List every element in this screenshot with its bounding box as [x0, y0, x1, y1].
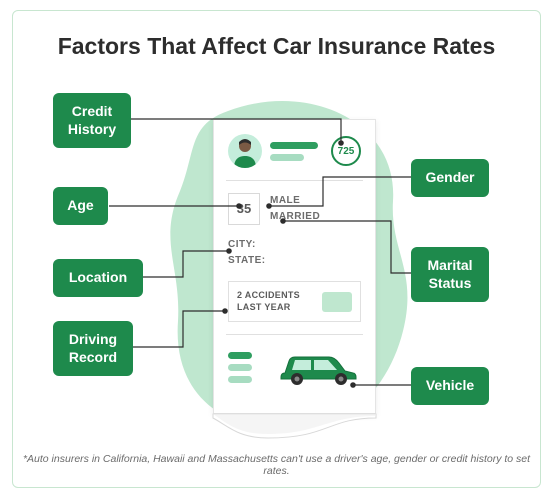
tag-age: Age	[53, 187, 108, 225]
accidents-swatch	[322, 292, 352, 312]
car-icon	[275, 347, 361, 387]
marital-value: MARRIED	[270, 209, 320, 225]
divider	[226, 334, 363, 335]
tag-gender: Gender	[411, 159, 489, 197]
accidents-text: 2 ACCIDENTS LAST YEAR	[237, 290, 300, 313]
state-label: STATE:	[228, 253, 361, 269]
placeholder-line	[228, 376, 252, 383]
placeholder-line	[228, 364, 252, 371]
age-value: 35	[228, 193, 260, 225]
divider	[226, 180, 363, 181]
tag-location: Location	[53, 259, 143, 297]
tag-marital-status: Marital Status	[411, 247, 489, 302]
tag-credit-history: Credit History	[53, 93, 131, 148]
tag-vehicle: Vehicle	[411, 367, 489, 405]
placeholder-line	[228, 352, 252, 359]
paper-curl	[208, 404, 388, 444]
infographic-frame: Factors That Affect Car Insurance Rates …	[12, 10, 541, 488]
avatar	[228, 134, 262, 168]
footnote: *Auto insurers in California, Hawaii and…	[13, 453, 540, 477]
placeholder-line	[270, 142, 318, 149]
gender-value: MALE	[270, 193, 320, 209]
placeholder-line	[270, 154, 304, 161]
city-label: CITY:	[228, 237, 361, 253]
tag-driving-record: Driving Record	[53, 321, 133, 376]
credit-score-badge: 725	[331, 136, 361, 166]
profile-card: 725 35 MALE MARRIED CITY: STATE: 2 ACCID…	[213, 119, 376, 414]
page-title: Factors That Affect Car Insurance Rates	[13, 33, 540, 60]
accidents-box: 2 ACCIDENTS LAST YEAR	[228, 281, 361, 322]
